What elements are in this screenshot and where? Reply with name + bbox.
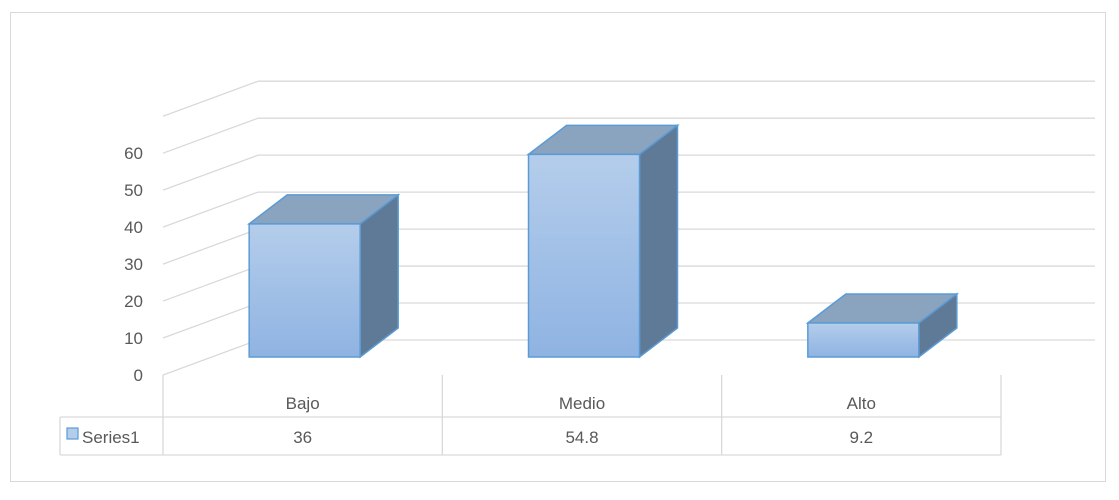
bar-bajo [246,193,401,359]
bar-medio [526,123,680,359]
data-table: Bajo 36 Medio 54.8 Alto 9.2 Series1 [59,375,1002,456]
gridline-diagonal [162,191,259,228]
data-label: 54.8 [565,428,598,447]
gridline-diagonal [162,228,259,265]
y-tick-label: 50 [124,181,143,200]
bar-alto [805,292,960,359]
y-tick-label: 10 [124,329,143,348]
bar-side-face [638,123,679,359]
gridline-diagonal [162,80,259,117]
category-label: Medio [559,394,605,413]
y-tick-label: 0 [134,366,143,385]
gridline-diagonal [162,117,259,154]
data-label: 36 [293,428,312,447]
bars [246,123,960,359]
y-tick-label: 20 [124,292,143,311]
bar-front-face [807,322,920,358]
bar-side-face [359,193,399,359]
y-tick-label: 30 [124,255,143,274]
gridline-diagonal [162,154,259,191]
data-label: 9.2 [850,428,874,447]
legend-series-name: Series1 [82,428,140,447]
category-label: Bajo [286,394,320,413]
gridline-diagonal [162,339,259,376]
y-axis-ticks: 0 10 20 30 40 50 60 [124,144,143,385]
y-tick-label: 40 [124,218,143,237]
category-label: Alto [847,394,876,413]
bar-front-face [527,153,641,358]
gridline-diagonal [162,302,259,339]
y-tick-label: 60 [124,144,143,163]
gridline-diagonal [162,265,259,302]
bar-front-face [248,223,361,358]
legend-swatch [66,427,79,440]
